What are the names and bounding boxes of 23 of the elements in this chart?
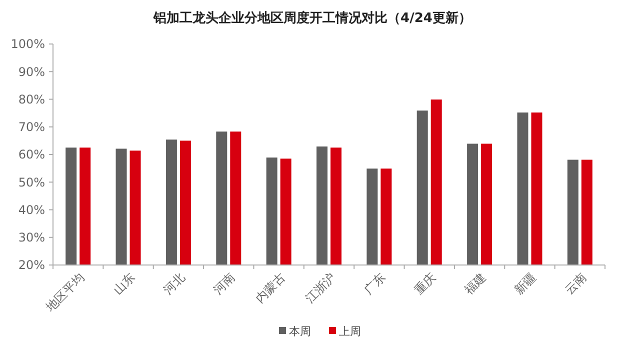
legend-label: 上周 [339, 324, 361, 338]
x-tick-label: 广东 [361, 270, 388, 298]
x-tick-label: 内蒙古 [252, 270, 288, 306]
y-tick-label: 90% [18, 64, 45, 79]
x-tick-label: 福建 [462, 270, 489, 298]
y-tick-label: 20% [18, 258, 45, 272]
x-tick-label: 江浙沪 [302, 270, 338, 306]
chart-title: 铝加工龙头企业分地区周度开工情况对比（4/24更新） [152, 10, 472, 26]
x-tick-label: 河北 [160, 270, 188, 298]
y-tick-label: 50% [18, 175, 45, 190]
x-tick-label: 重庆 [412, 270, 438, 298]
x-tick-label: 云南 [562, 270, 589, 298]
x-tick-label: 地区平均 [42, 270, 88, 315]
x-tick-label: 山东 [110, 270, 138, 298]
y-tick-label: 30% [18, 230, 45, 245]
legend-label: 本周 [289, 324, 311, 338]
x-tick-label: 新疆 [512, 270, 539, 298]
y-tick-label: 40% [18, 202, 45, 217]
y-tick-label: 100% [10, 37, 45, 52]
x-tick-label: 河南 [210, 270, 238, 298]
y-tick-label: 70% [18, 120, 45, 134]
y-tick-label: 60% [18, 148, 45, 162]
y-tick-label: 80% [18, 92, 45, 106]
